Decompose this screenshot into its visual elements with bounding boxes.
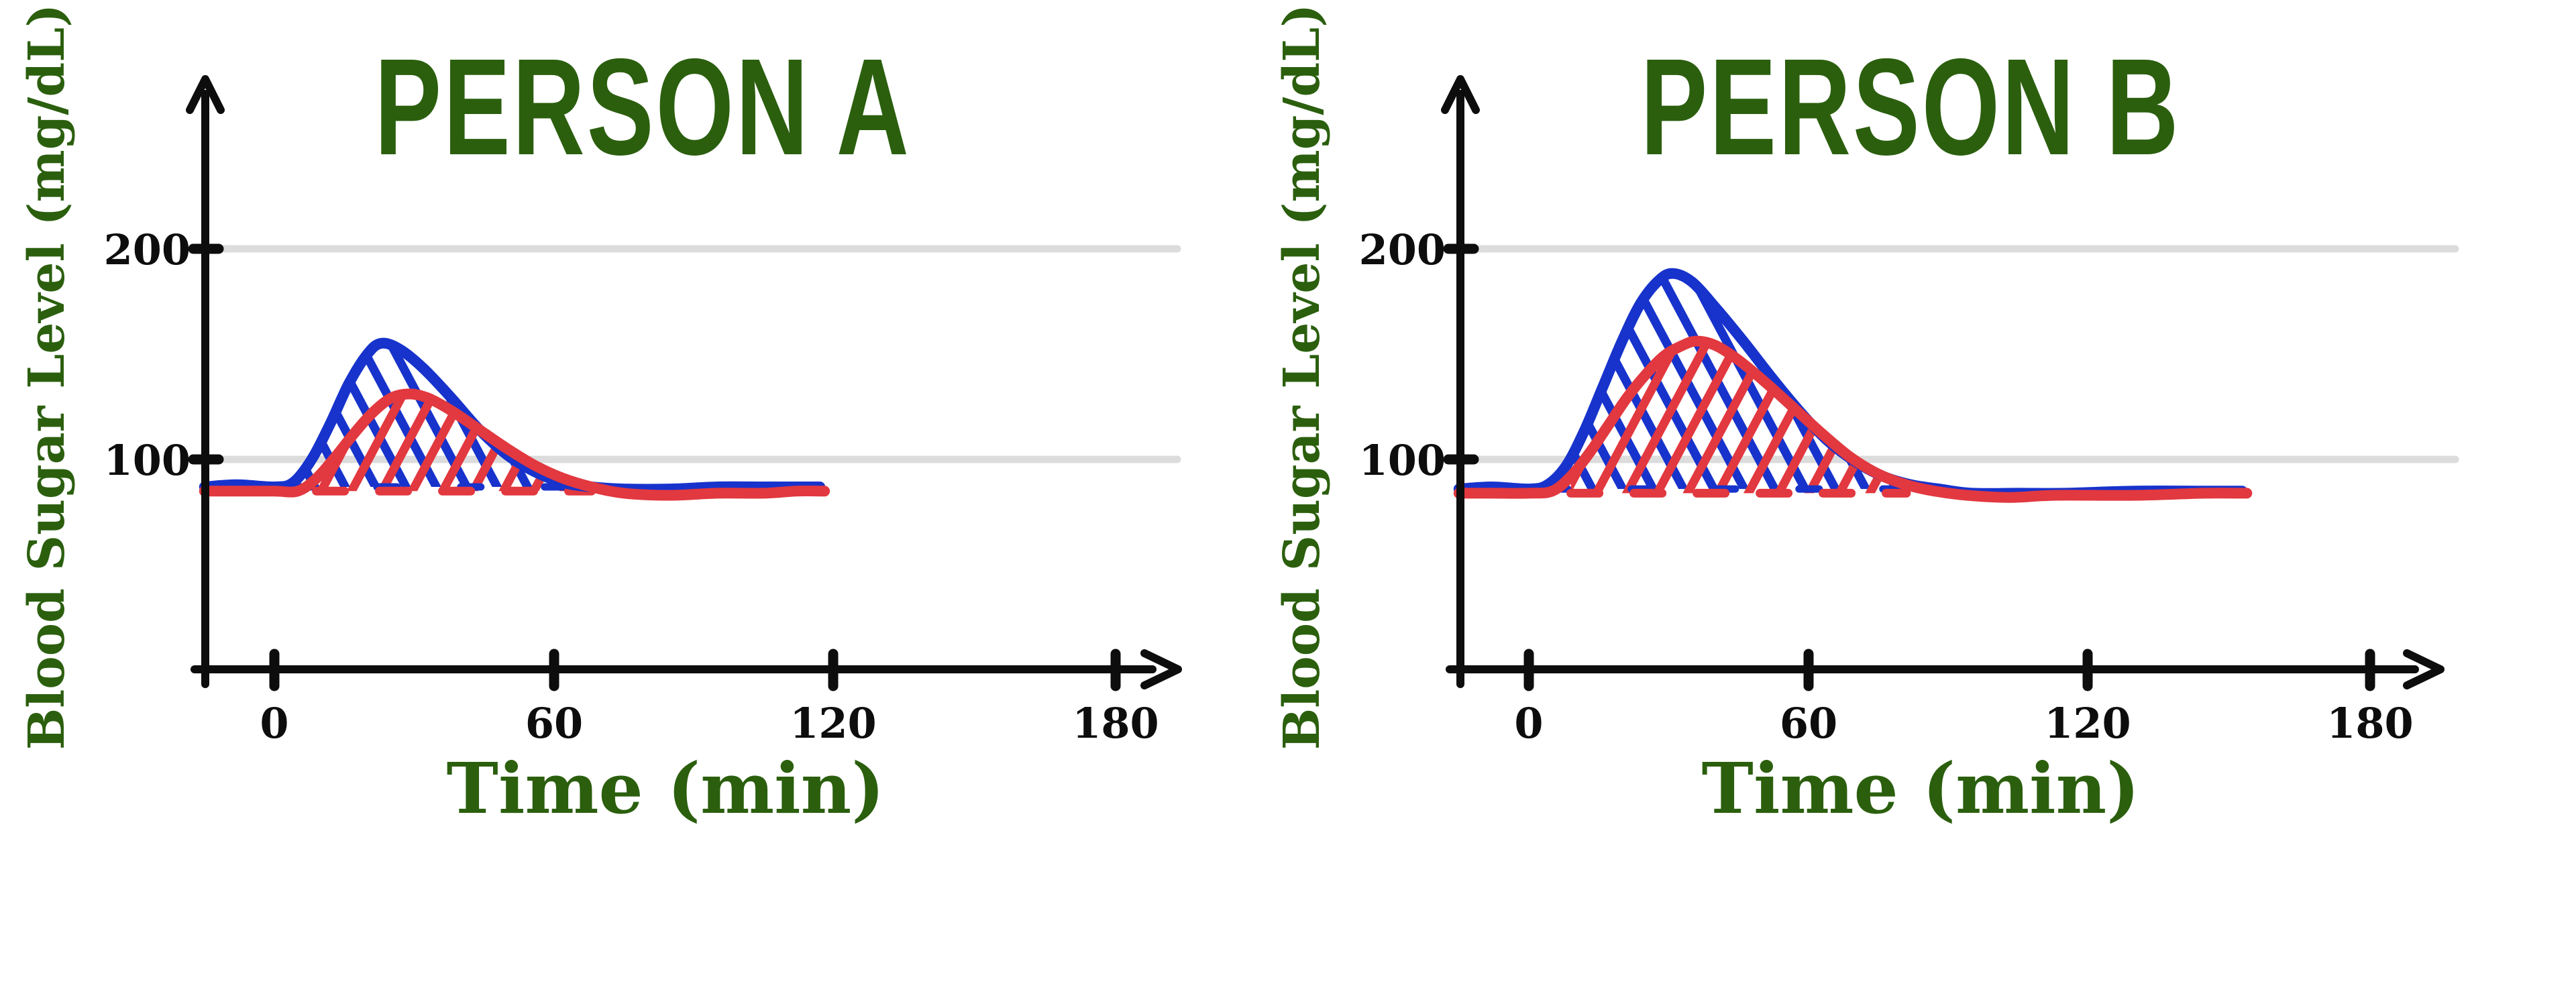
red-glucose-curve-b: [1453, 335, 2253, 503]
x-axis-arrow-a: [1140, 649, 1182, 689]
y-axis-label-group-b: Blood Sugar Level (mg/dL): [1273, 4, 1331, 750]
title-group-a: PERSON A: [374, 31, 910, 184]
y-tick-label-200-a: 200: [104, 225, 191, 274]
x-tick-label-60-a: 60: [525, 699, 583, 748]
y-axis-arrow-a: [186, 75, 225, 114]
chart-title-b: PERSON B: [1641, 31, 2181, 184]
blue-glucose-curve-a: [199, 337, 826, 495]
x-tick-label-120-a: 120: [790, 699, 876, 748]
person-a-chart: 200 100 0 60 120 180 PERSON A Blood Suga…: [18, 4, 1182, 830]
y-tick-label-200-b: 200: [1359, 225, 1446, 274]
x-tick-label-0-a: 0: [260, 699, 288, 748]
y-axis-label-a: Blood Sugar Level (mg/dL): [18, 4, 76, 750]
x-tick-label-180-a: 180: [1072, 699, 1159, 748]
x-axis-label-a: Time (min): [447, 747, 885, 830]
x-tick-label-0-b: 0: [1514, 699, 1543, 748]
y-axis-arrow-b: [1441, 75, 1480, 114]
chart-title-a: PERSON A: [374, 31, 910, 184]
y-axis-label-group-a: Blood Sugar Level (mg/dL): [18, 4, 76, 750]
red-glucose-curve-a: [199, 388, 830, 501]
title-group-b: PERSON B: [1641, 31, 2181, 184]
red-hatch-area-b: [1570, 341, 1907, 494]
x-axis-label-b: Time (min): [1702, 747, 2140, 830]
x-axis-arrow-b: [2403, 649, 2445, 689]
y-tick-label-100-b: 100: [1359, 436, 1446, 485]
y-tick-label-100-a: 100: [104, 436, 191, 485]
y-axis-label-b: Blood Sugar Level (mg/dL): [1273, 4, 1331, 750]
person-b-chart: 200 100 0 60 120 180 PERSON B Blood Suga…: [1273, 4, 2459, 830]
x-tick-label-60-b: 60: [1780, 699, 1837, 748]
x-tick-label-120-b: 120: [2044, 699, 2131, 748]
x-tick-label-180-b: 180: [2326, 699, 2413, 748]
